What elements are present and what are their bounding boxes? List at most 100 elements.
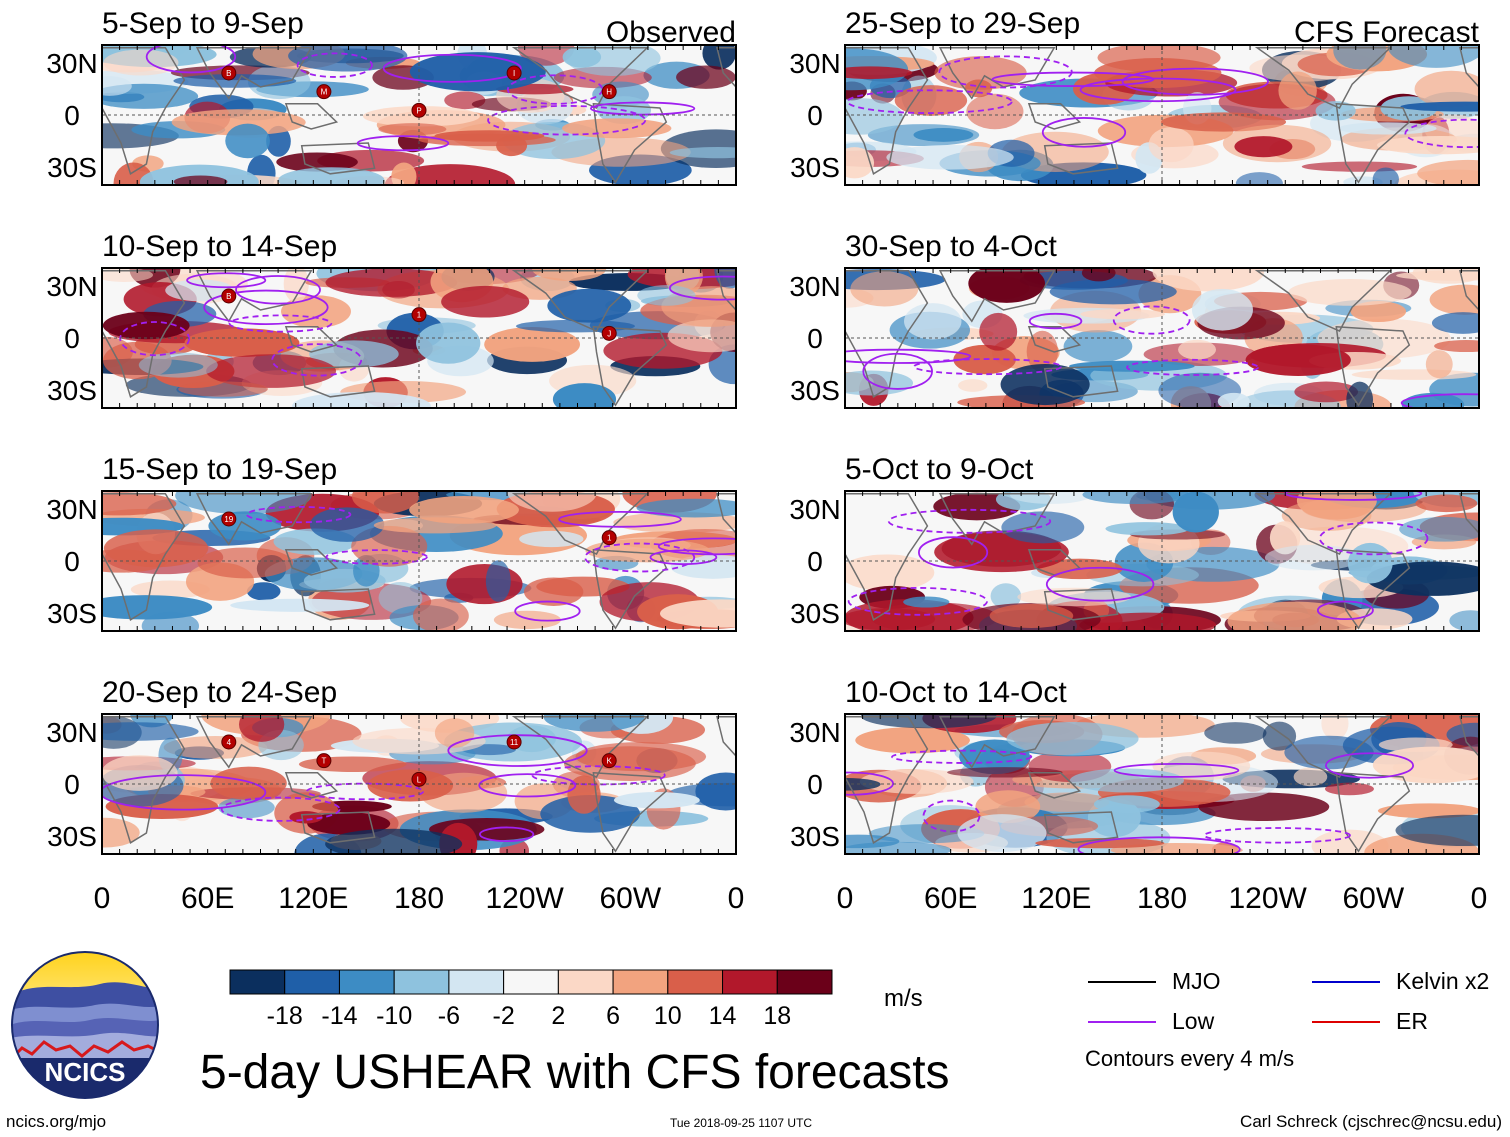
- coastline: [716, 493, 736, 535]
- y-tick-label: 30N: [789, 48, 840, 79]
- shear-blob: [409, 52, 546, 92]
- shear-blob: [1006, 721, 1139, 756]
- shear-blob: [278, 167, 385, 185]
- shear-blob: [990, 583, 1022, 609]
- y-tick-label: 0: [64, 546, 80, 577]
- shear-blob: [289, 811, 323, 824]
- colorbar: -18 -14 -10 -6 -2 2 6 10 14 18: [229, 969, 833, 1030]
- y-tick-label: 30S: [47, 375, 97, 406]
- shear-blob: [540, 795, 641, 833]
- x-tick-label: 180: [1137, 882, 1187, 915]
- low-contour: [1041, 117, 1127, 148]
- coastline: [1027, 326, 1082, 353]
- coastline: [195, 716, 313, 769]
- site-link[interactable]: ncics.org/mjo: [6, 1112, 107, 1131]
- coastline: [1459, 716, 1479, 758]
- x-tick-label: 0: [1471, 882, 1488, 915]
- shear-blob: [958, 379, 988, 392]
- shear-field: [845, 491, 1479, 631]
- coastline: [102, 270, 186, 398]
- low-contour: [119, 321, 190, 357]
- shear-blob: [230, 598, 370, 612]
- y-tick-label: 30N: [46, 494, 97, 525]
- shear-blob: [1009, 491, 1092, 504]
- shear-blob: [139, 164, 259, 185]
- shear-blob: [178, 381, 268, 397]
- shear-blob: [485, 560, 511, 602]
- low-contour: [1126, 358, 1259, 376]
- x-tick-label: 0: [728, 882, 745, 915]
- shear-blob: [325, 828, 463, 854]
- y-tick-label: 0: [807, 323, 823, 354]
- shear-blob: [1387, 45, 1479, 68]
- shear-blob: [103, 529, 209, 568]
- coastline: [511, 716, 650, 778]
- legend-line-kelvin: [1312, 980, 1380, 983]
- coastline: [938, 716, 1056, 769]
- y-tick-label: 30S: [47, 821, 97, 852]
- coastline: [1335, 102, 1411, 184]
- y-tick-label: 30S: [790, 821, 840, 852]
- storm-label: T: [321, 757, 326, 766]
- colorbar-label: 18: [763, 1002, 791, 1030]
- low-contour: [479, 826, 535, 843]
- shear-blob: [669, 147, 736, 159]
- low-contour: [1400, 393, 1479, 408]
- shear-blob: [637, 285, 696, 306]
- shear-blob: [1377, 803, 1479, 819]
- panel-title: 15-Sep to 19-Sep: [102, 453, 337, 486]
- coastline: [716, 270, 736, 312]
- panel-title: 5-Oct to 9-Oct: [845, 453, 1034, 486]
- storm-label: I: [513, 69, 515, 78]
- legend-line-mjo: [1088, 980, 1156, 983]
- colorbar-label: 2: [551, 1002, 565, 1030]
- shear-blob: [1082, 491, 1190, 505]
- map-panel: 25-Sep to 29-Sep CFS Forecast 30N 0 30S: [789, 7, 1480, 186]
- storm-label: B: [226, 69, 231, 78]
- shear-blob: [102, 722, 199, 741]
- shear-blob: [184, 328, 300, 357]
- shear-blob: [1378, 737, 1453, 753]
- shear-blob: [1094, 57, 1222, 89]
- colorbar-label: 10: [654, 1002, 682, 1030]
- shear-blob: [1338, 122, 1437, 135]
- shear-blob: [102, 755, 178, 791]
- coastline: [511, 493, 650, 555]
- shear-blob: [1347, 542, 1393, 584]
- shear-blob: [210, 766, 287, 800]
- shear-blob: [966, 93, 1024, 130]
- low-contour: [1325, 752, 1415, 779]
- coastline: [592, 548, 668, 630]
- low-contour: [220, 796, 341, 822]
- shear-blob: [163, 736, 268, 759]
- shear-blob: [1293, 767, 1328, 787]
- shear-blob: [676, 65, 736, 89]
- coastline: [938, 270, 1056, 323]
- shear-blob: [391, 162, 417, 185]
- storm-marker: [411, 102, 427, 118]
- shear-blob: [208, 511, 282, 541]
- x-tick-label: 60W: [1342, 882, 1404, 915]
- shear-blob: [1105, 522, 1190, 536]
- shear-blob: [845, 66, 913, 79]
- shear-blob: [1351, 369, 1477, 380]
- shear-blob: [1400, 101, 1479, 112]
- low-contour: [102, 774, 267, 811]
- coastline: [1335, 771, 1411, 853]
- storm-marker: [411, 771, 427, 787]
- low-contour: [246, 505, 352, 524]
- shear-blob: [1372, 167, 1399, 185]
- coastline: [592, 325, 668, 407]
- shear-blob: [1346, 381, 1374, 408]
- colorbar-swatch: [557, 969, 614, 995]
- shear-blob: [1321, 714, 1349, 740]
- low-contour: [584, 542, 696, 573]
- shear-blob: [1399, 516, 1479, 542]
- coastline: [1043, 588, 1119, 621]
- x-tick-label: 0: [837, 882, 854, 915]
- legend-label-mjo: MJO: [1172, 968, 1221, 994]
- shear-field: [845, 268, 1479, 408]
- legend-line-er: [1312, 1020, 1380, 1023]
